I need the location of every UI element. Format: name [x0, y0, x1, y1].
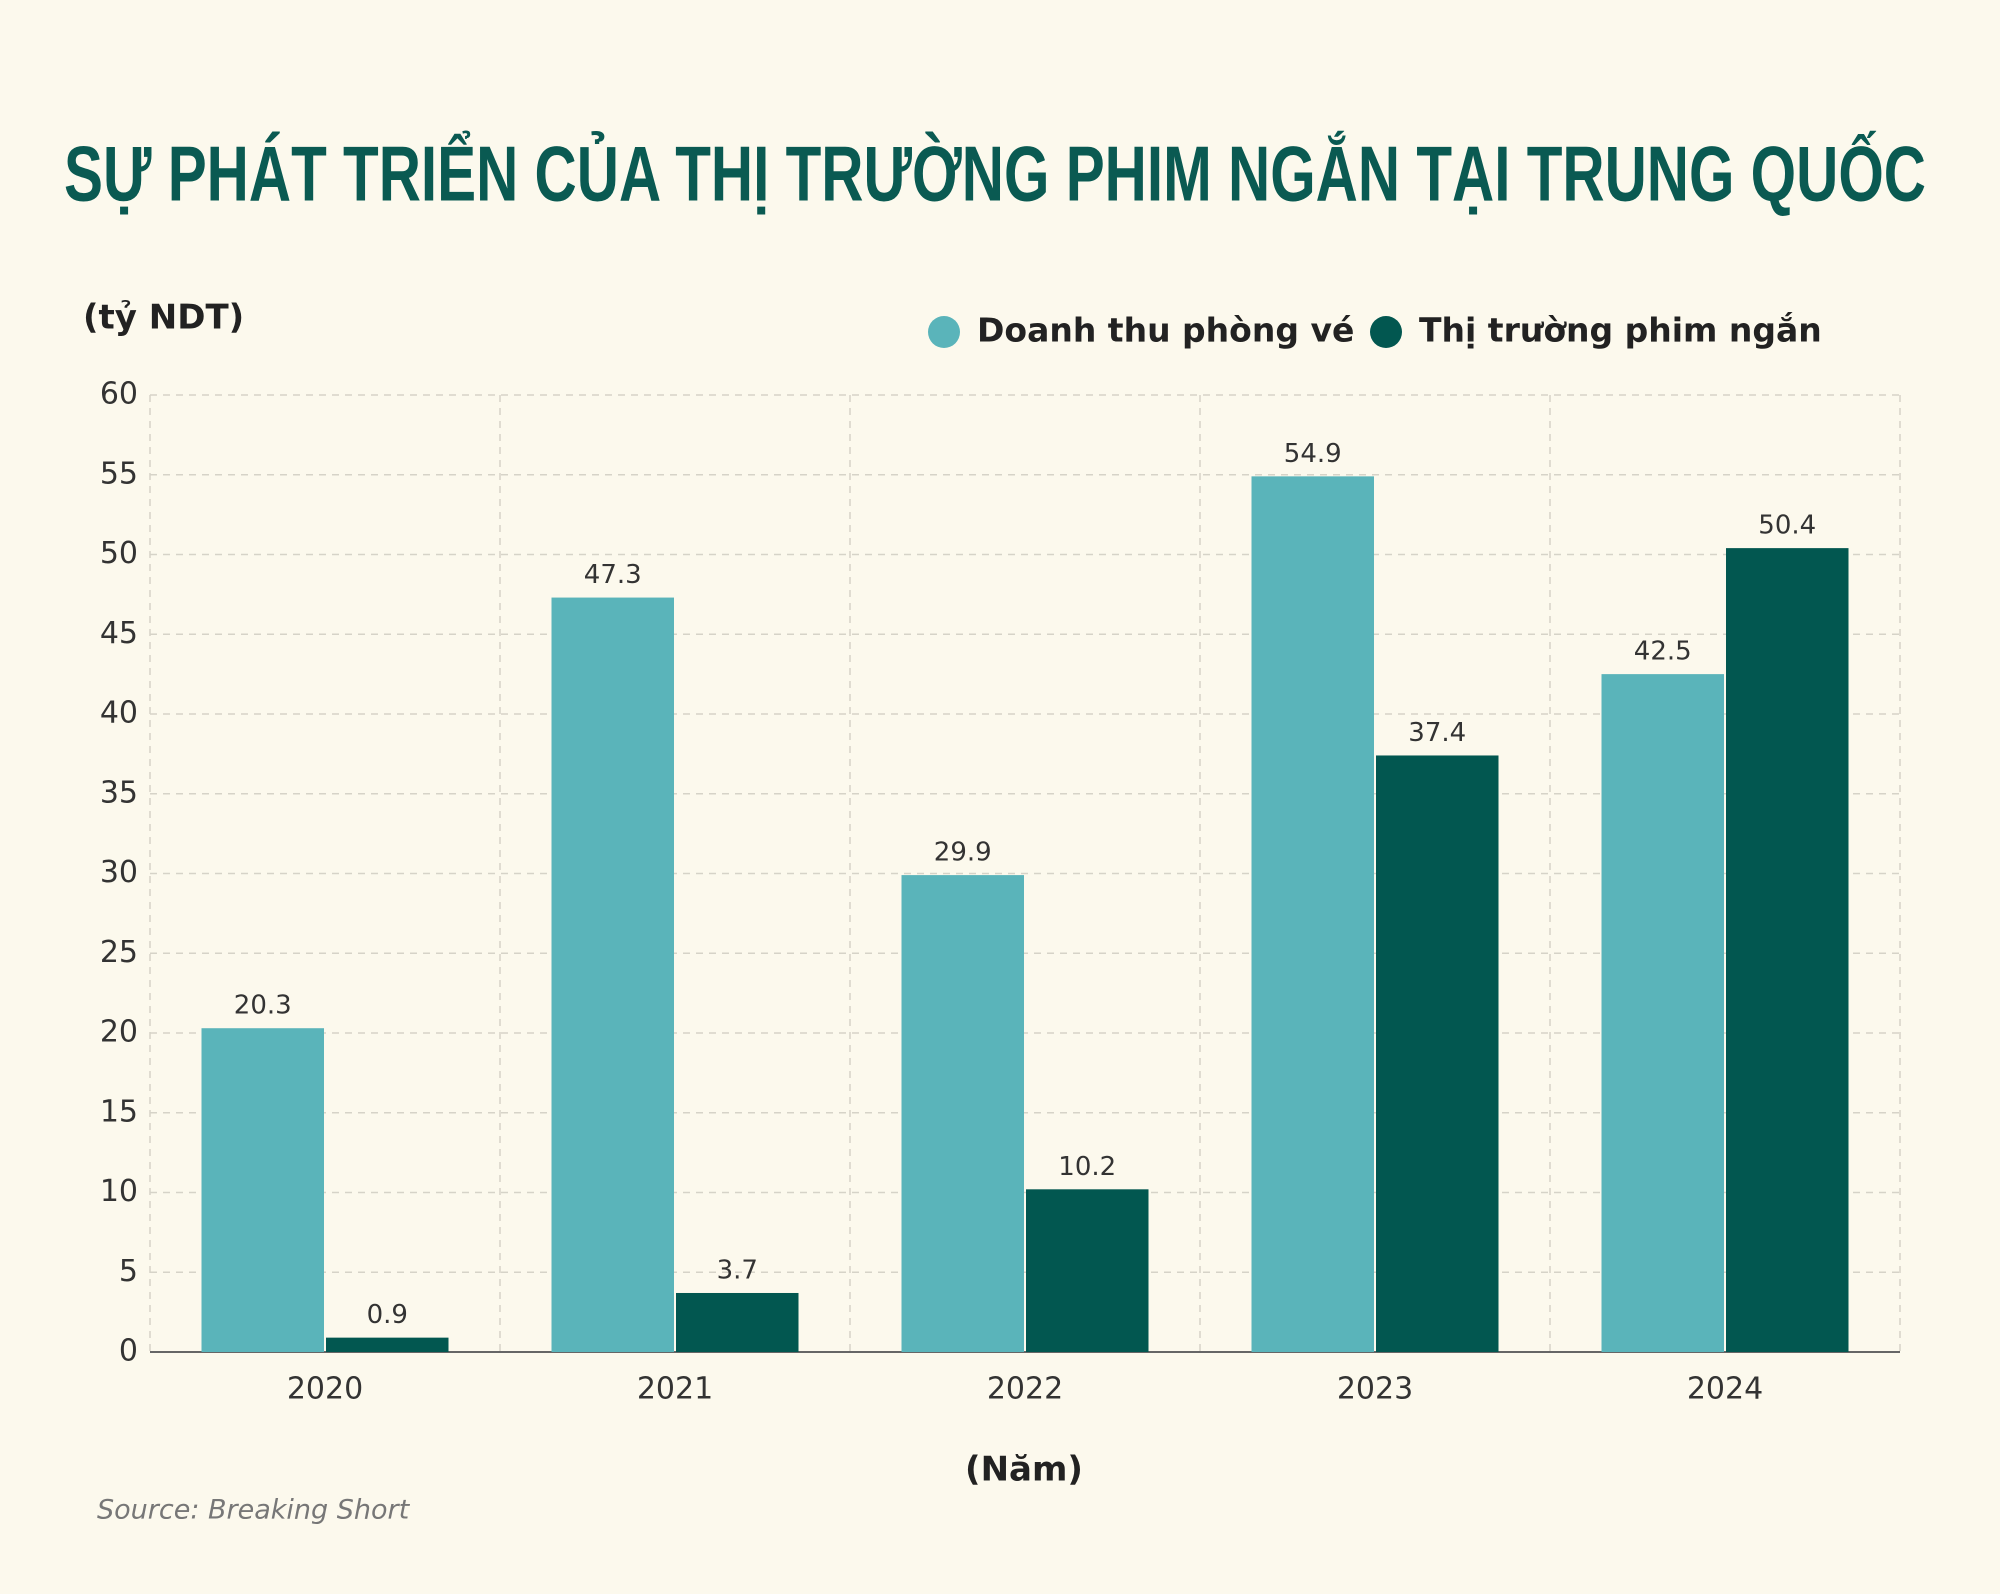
value-label: 3.7	[717, 1255, 758, 1285]
legend-marker	[1370, 316, 1402, 348]
legend-label: Doanh thu phòng vé	[977, 311, 1354, 350]
bar	[1726, 548, 1849, 1352]
bar	[1376, 755, 1499, 1352]
legend-marker	[928, 316, 960, 348]
bar	[326, 1337, 449, 1352]
y-tick-label: 55	[100, 456, 138, 491]
bar	[676, 1292, 799, 1352]
x-tick-label: 2020	[287, 1372, 363, 1407]
y-tick-label: 15	[100, 1094, 138, 1129]
y-tick-label: 0	[119, 1334, 138, 1369]
source: Source: Breaking Short	[97, 1495, 411, 1526]
bar	[1601, 674, 1724, 1352]
y-tick-label: 5	[119, 1254, 138, 1289]
bar	[1251, 476, 1374, 1353]
x-tick-label: 2024	[1687, 1372, 1763, 1407]
value-label: 37.4	[1408, 718, 1466, 748]
value-label: 10.2	[1058, 1152, 1116, 1182]
y-tick-label: 25	[100, 935, 138, 970]
y-tick-label: 20	[100, 1015, 138, 1050]
value-label: 29.9	[934, 838, 992, 868]
value-label: 42.5	[1634, 637, 1692, 667]
y-tick-label: 35	[100, 775, 138, 810]
x-tick-label: 2021	[637, 1372, 713, 1407]
bar	[201, 1028, 324, 1352]
value-label: 50.4	[1758, 511, 1816, 541]
value-label: 0.9	[367, 1300, 408, 1330]
bar	[901, 875, 1024, 1352]
value-label: 47.3	[584, 560, 642, 590]
bar	[1026, 1189, 1149, 1352]
value-label: 54.9	[1284, 439, 1342, 469]
y-tick-label: 10	[100, 1174, 138, 1209]
chart-title: SỰ PHÁT TRIỂN CỦA THỊ TRƯỜNG PHIM NGẮN T…	[64, 130, 1926, 218]
x-axis-label: (Năm)	[965, 1450, 1083, 1490]
y-tick-label: 40	[100, 696, 138, 731]
x-tick-label: 2022	[987, 1372, 1063, 1407]
y-tick-label: 60	[100, 377, 138, 412]
legend-label: Thị trường phim ngắn	[1419, 311, 1822, 350]
y-tick-label: 30	[100, 855, 138, 890]
y-tick-label: 50	[100, 536, 138, 571]
bar	[551, 597, 674, 1352]
y-axis-label: (tỷ NDT)	[83, 298, 244, 338]
x-tick-label: 2023	[1337, 1372, 1413, 1407]
value-label: 20.3	[234, 991, 292, 1021]
y-tick-label: 45	[100, 616, 138, 651]
